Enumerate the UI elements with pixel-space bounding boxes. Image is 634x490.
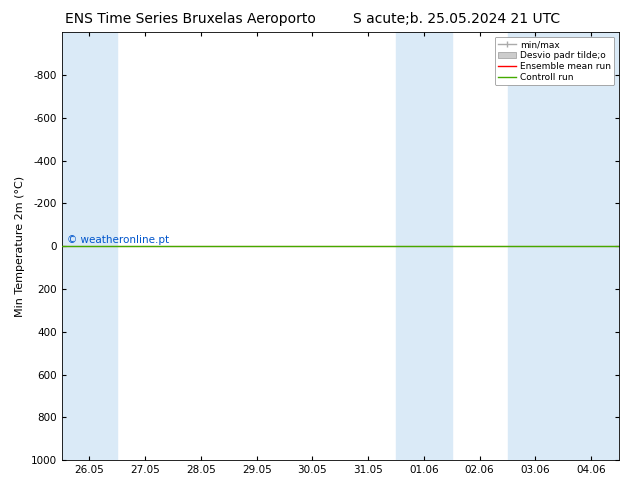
Bar xyxy=(507,32,619,460)
Y-axis label: Min Temperature 2m (°C): Min Temperature 2m (°C) xyxy=(15,175,25,317)
Text: © weatheronline.pt: © weatheronline.pt xyxy=(67,235,169,245)
Legend: min/max, Desvio padr tilde;o, Ensemble mean run, Controll run: min/max, Desvio padr tilde;o, Ensemble m… xyxy=(495,37,614,85)
Text: S acute;b. 25.05.2024 21 UTC: S acute;b. 25.05.2024 21 UTC xyxy=(353,12,560,26)
Text: ENS Time Series Bruxelas Aeroporto: ENS Time Series Bruxelas Aeroporto xyxy=(65,12,316,26)
Bar xyxy=(61,32,117,460)
Bar xyxy=(396,32,452,460)
